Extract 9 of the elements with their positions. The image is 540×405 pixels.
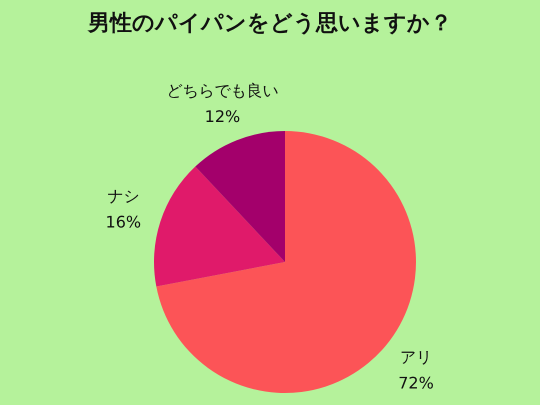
- slice-label: どちらでも良い: [166, 80, 278, 100]
- data-label: 72%: [398, 373, 434, 392]
- slice-label: ナシ: [107, 186, 140, 206]
- data-label: 16%: [106, 212, 142, 232]
- pie-slice: [154, 166, 285, 287]
- slice-label: アリ: [400, 347, 432, 366]
- data-label: 12%: [204, 106, 240, 126]
- pie-slice: [195, 131, 285, 262]
- chart-title: 男性のパイパンをどう思いますか？: [87, 11, 452, 36]
